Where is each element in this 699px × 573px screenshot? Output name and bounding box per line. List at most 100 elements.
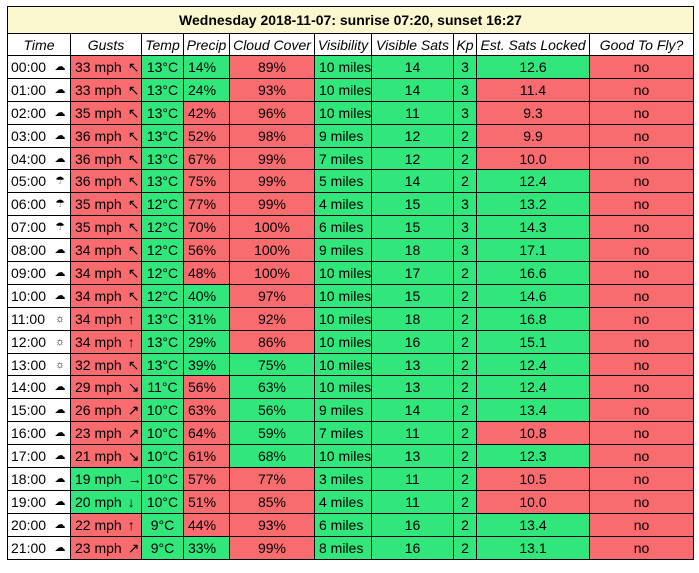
good-to-fly-cell: no [588, 512, 695, 537]
visible-sats-cell: 11 [371, 100, 454, 125]
table-row: 15:00 ☁ 26 mph ↗ 10°C 63% 56% 9 miles 14 2 13.4 no [7, 398, 695, 423]
col-header-time: Time [7, 33, 71, 56]
cloud-cover-cell: 99% [229, 146, 315, 171]
sun-icon: ☼ [54, 312, 66, 325]
temp-cell: 10°C [141, 489, 184, 514]
est-sats-locked-cell: 13.1 [476, 535, 590, 560]
time-cell: 14:00 ☁ [7, 375, 71, 400]
gusts-cell: 21 mph ↘ [70, 444, 142, 469]
gusts-cell: 29 mph ↘ [70, 375, 142, 400]
est-sats-locked-cell: 17.1 [476, 238, 590, 263]
table-row: 18:00 ☁ 19 mph → 10°C 57% 77% 3 miles 11 2 10.5 no [7, 467, 695, 491]
table-row: 20:00 ☁ 22 mph ↑ 9°C 44% 93% 6 miles 16 2 13.4 no [7, 512, 695, 537]
visible-sats-cell: 14 [371, 398, 454, 423]
cloud-icon: ☁ [54, 495, 66, 508]
forecast-table: Wednesday 2018-11-07: sunrise 07:20, sun… [6, 6, 695, 560]
kp-cell: 2 [453, 467, 477, 491]
time-label: 02:00 [11, 104, 47, 121]
est-sats-locked-cell: 13.2 [476, 192, 590, 217]
gusts-cell: 34 mph ↑ [70, 306, 142, 331]
wind-direction-arrow-icon: ↖ [127, 173, 140, 190]
time-label: 14:00 [11, 379, 47, 396]
visible-sats-cell: 16 [371, 512, 454, 537]
kp-cell: 2 [453, 169, 477, 194]
kp-cell: 2 [453, 444, 477, 469]
time-label: 06:00 [11, 196, 47, 213]
gusts-value: 35 mph [75, 196, 122, 213]
precip-cell: 61% [183, 444, 230, 469]
col-header-est-sats-locked: Est. Sats Locked [476, 33, 590, 56]
visible-sats-cell: 14 [371, 77, 454, 102]
visibility-cell: 10 miles [314, 77, 372, 102]
kp-cell: 3 [453, 77, 477, 102]
good-to-fly-cell: no [588, 489, 695, 514]
visibility-cell: 9 miles [314, 238, 372, 263]
good-to-fly-cell: no [588, 398, 695, 423]
table-row: 08:00 ☁ 34 mph ↖ 12°C 56% 100% 9 miles 18 3 17.1 no [7, 238, 695, 263]
time-label: 17:00 [11, 448, 47, 465]
precip-cell: 29% [183, 329, 230, 354]
time-label: 05:00 [11, 173, 47, 190]
time-label: 01:00 [11, 81, 47, 98]
visible-sats-cell: 13 [371, 375, 454, 400]
good-to-fly-cell: no [588, 329, 695, 354]
rain-icon: ☂ [55, 221, 65, 234]
cloud-icon: ☁ [54, 541, 66, 554]
table-row: 14:00 ☁ 29 mph ↘ 11°C 56% 63% 10 miles 13 2 12.4 no [7, 375, 695, 400]
cloud-cover-cell: 85% [229, 489, 315, 514]
time-label: 08:00 [11, 242, 47, 259]
gusts-value: 33 mph [75, 58, 122, 75]
precip-cell: 48% [183, 261, 230, 285]
visible-sats-cell: 17 [371, 261, 454, 285]
visibility-cell: 9 miles [314, 398, 372, 423]
sun-icon: ☼ [54, 358, 66, 371]
wind-direction-arrow-icon: ↖ [127, 127, 140, 144]
cloud-icon: ☁ [54, 472, 66, 485]
visibility-cell: 9 miles [314, 123, 372, 148]
table-caption: Wednesday 2018-11-07: sunrise 07:20, sun… [6, 6, 695, 34]
temp-cell: 10°C [141, 467, 184, 491]
cloud-cover-cell: 89% [229, 55, 315, 79]
gusts-value: 36 mph [75, 127, 122, 144]
good-to-fly-cell: no [588, 261, 695, 285]
est-sats-locked-cell: 12.4 [476, 352, 590, 377]
wind-direction-arrow-icon: ↑ [127, 333, 135, 350]
est-sats-locked-cell: 12.4 [476, 169, 590, 194]
temp-cell: 10°C [141, 398, 184, 423]
temp-cell: 13°C [141, 123, 184, 148]
table-row: 10:00 ☁ 34 mph ↖ 12°C 40% 97% 10 miles 15 2 14.6 no [7, 283, 695, 308]
cloud-cover-cell: 59% [229, 421, 315, 446]
cloud-cover-cell: 98% [229, 123, 315, 148]
time-cell: 17:00 ☁ [7, 444, 71, 469]
col-header-visible-sats: Visible Sats [371, 33, 454, 56]
wind-direction-arrow-icon: → [127, 470, 142, 487]
col-header-cloud-cover: Cloud Cover [229, 33, 315, 56]
gusts-cell: 23 mph ↗ [70, 535, 142, 560]
visible-sats-cell: 18 [371, 306, 454, 331]
time-label: 19:00 [11, 493, 47, 510]
cloud-cover-cell: 99% [229, 192, 315, 217]
table-row: 02:00 ☁ 35 mph ↖ 13°C 42% 96% 10 miles 11 3 9.3 no [7, 100, 695, 125]
wind-direction-arrow-icon: ↖ [127, 196, 140, 213]
cloud-cover-cell: 63% [229, 375, 315, 400]
est-sats-locked-cell: 12.3 [476, 444, 590, 469]
cloud-icon: ☁ [54, 427, 66, 440]
temp-cell: 12°C [141, 238, 184, 263]
good-to-fly-cell: no [588, 467, 695, 491]
gusts-cell: 34 mph ↖ [70, 283, 142, 308]
precip-cell: 56% [183, 238, 230, 263]
visible-sats-cell: 13 [371, 444, 454, 469]
precip-cell: 31% [183, 306, 230, 331]
visible-sats-cell: 12 [371, 146, 454, 171]
cloud-cover-cell: 86% [229, 329, 315, 354]
time-label: 12:00 [11, 333, 47, 350]
kp-cell: 2 [453, 398, 477, 423]
time-cell: 11:00 ☼ [7, 306, 71, 331]
cloud-icon: ☁ [54, 266, 66, 279]
col-header-visibility: Visibility [314, 33, 372, 56]
temp-cell: 13°C [141, 55, 184, 79]
good-to-fly-cell: no [588, 306, 695, 331]
wind-direction-arrow-icon: ↖ [127, 81, 140, 98]
visible-sats-cell: 16 [371, 329, 454, 354]
time-label: 04:00 [11, 150, 47, 167]
